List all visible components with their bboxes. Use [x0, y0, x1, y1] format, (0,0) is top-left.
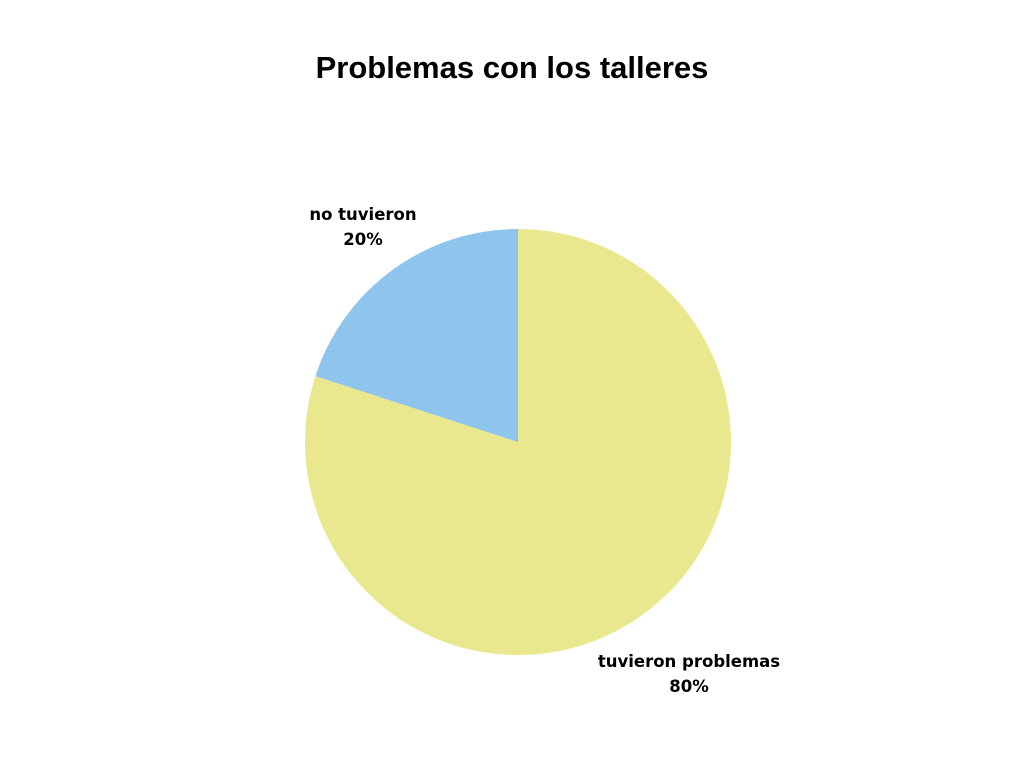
pie-slices — [304, 228, 731, 656]
pie-slice-2 — [315, 228, 518, 442]
pie-slice-1 — [304, 229, 731, 656]
slice-label-1: tuvieron problemas 80% — [598, 652, 780, 696]
slice-label-2: no tuvieron 20% — [309, 205, 416, 249]
slice-label-value: 80% — [669, 677, 709, 696]
slice-label-name: no tuvieron — [309, 205, 416, 224]
slice-label-value: 20% — [343, 230, 383, 249]
chart-title: Problemas con los talleres — [315, 50, 709, 85]
slice-label-name: tuvieron problemas — [598, 652, 780, 671]
pie-labels: tuvieron problemas 80% no tuvieron 20% — [309, 205, 780, 696]
